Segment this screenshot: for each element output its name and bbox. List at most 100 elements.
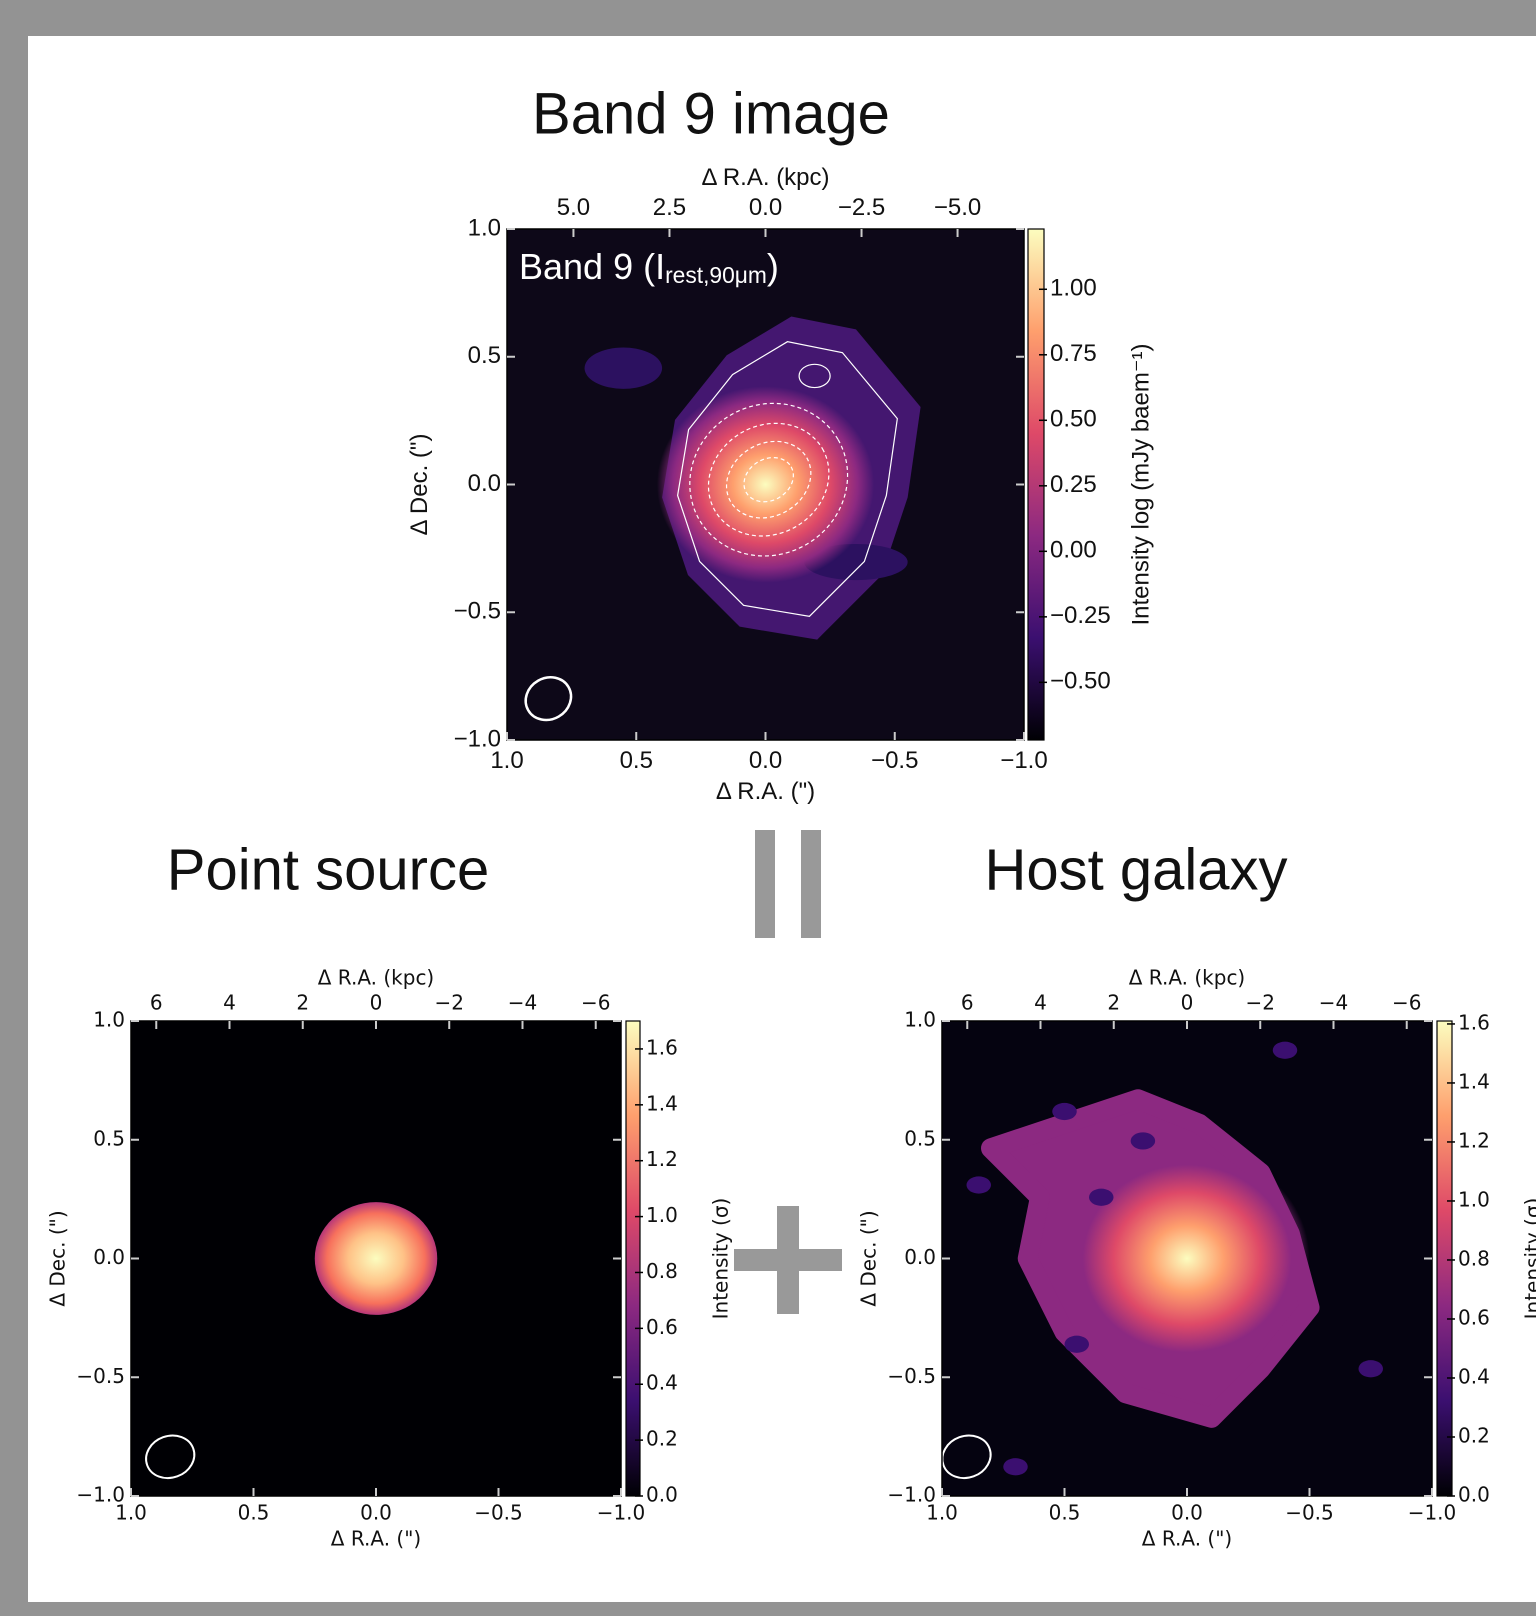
colorbar-tick-label: 1.0 bbox=[1458, 1187, 1490, 1211]
x-tick-label: 0.5 bbox=[238, 1501, 270, 1525]
colorbar-tick-label: 1.6 bbox=[646, 1035, 678, 1059]
colorbar-tick-label: 0.50 bbox=[1050, 406, 1097, 433]
colorbar-tick-label: 0.75 bbox=[1050, 340, 1097, 367]
beam bbox=[145, 1434, 196, 1480]
colorbar-label: Intensity log (mJy baem⁻¹) bbox=[1128, 343, 1155, 625]
colorbar-tick-label: −0.25 bbox=[1050, 602, 1111, 629]
x-axis-label: Δ R.A. (") bbox=[716, 778, 815, 805]
contour bbox=[725, 440, 812, 519]
emission bbox=[1130, 1132, 1156, 1150]
y-tick-label: −1.0 bbox=[76, 1483, 125, 1507]
contour bbox=[676, 341, 898, 617]
colorbar-tick-label: 1.2 bbox=[646, 1147, 678, 1171]
contour bbox=[743, 456, 794, 503]
x2-tick-label: −2.5 bbox=[838, 194, 885, 221]
colorbar-tick-label: 0.6 bbox=[1458, 1305, 1490, 1329]
y-tick-label: −0.5 bbox=[454, 598, 501, 625]
x-tick-label: −0.5 bbox=[871, 747, 918, 774]
y-tick-label: −1.0 bbox=[887, 1483, 936, 1507]
colorbar bbox=[1027, 228, 1045, 741]
x2-tick-label: 5.0 bbox=[557, 194, 590, 221]
y-axis-label: Δ Dec. (") bbox=[857, 1210, 881, 1306]
emission bbox=[1358, 1360, 1383, 1378]
beam bbox=[524, 676, 573, 722]
x2-tick-label: 6 bbox=[961, 991, 974, 1015]
x-tick-label: 0.5 bbox=[620, 747, 653, 774]
y-tick-label: −0.5 bbox=[76, 1364, 125, 1388]
y-tick-label: 1.0 bbox=[93, 1008, 125, 1032]
x-tick-label: −0.5 bbox=[1285, 1501, 1334, 1525]
x-tick-label: 0.0 bbox=[1171, 1501, 1203, 1525]
colorbar-tick-label: 0.0 bbox=[1458, 1483, 1490, 1507]
x2-tick-label: 0.0 bbox=[749, 194, 782, 221]
contour bbox=[689, 402, 849, 557]
emission bbox=[966, 1176, 991, 1194]
colorbar-tick-label: 0.6 bbox=[646, 1315, 678, 1339]
x2-tick-label: 2 bbox=[1107, 991, 1120, 1015]
x-tick-label: 1.0 bbox=[115, 1501, 147, 1525]
equal-sign bbox=[801, 830, 821, 938]
x2-tick-label: 2.5 bbox=[653, 194, 686, 221]
emission-core bbox=[1064, 1148, 1310, 1369]
colorbar-tick-label: 0.8 bbox=[646, 1259, 678, 1283]
x-tick-label: −1.0 bbox=[597, 1501, 646, 1525]
x-axis-label: Δ R.A. (") bbox=[1142, 1527, 1232, 1551]
annotation-subscript: rest,90μm bbox=[665, 262, 767, 288]
plus-sign bbox=[734, 1249, 842, 1271]
y-axis-label: Δ Dec. (") bbox=[46, 1210, 70, 1306]
x2-axis-label: Δ R.A. (kpc) bbox=[318, 966, 435, 990]
panel-title: Band 9 image bbox=[532, 81, 890, 146]
colorbar-tick-label: 1.0 bbox=[646, 1203, 678, 1227]
y-tick-label: 0.5 bbox=[93, 1126, 125, 1150]
x2-tick-label: 2 bbox=[296, 991, 309, 1015]
contour bbox=[798, 363, 831, 389]
x2-axis-label: Δ R.A. (kpc) bbox=[701, 164, 829, 191]
colorbar-tick-label: 0.8 bbox=[1458, 1246, 1490, 1270]
colorbar-tick-label: 1.4 bbox=[646, 1091, 678, 1115]
emission bbox=[1272, 1041, 1298, 1059]
annotation-text: Band 9 (I bbox=[519, 246, 665, 287]
y-tick-label: 1.0 bbox=[468, 214, 501, 241]
colorbar-tick-label: 1.2 bbox=[1458, 1128, 1490, 1152]
x-tick-label: −0.5 bbox=[474, 1501, 523, 1525]
x2-tick-label: −6 bbox=[581, 991, 610, 1015]
colorbar-tick-label: −0.50 bbox=[1050, 668, 1111, 695]
colorbar-tick-label: 1.00 bbox=[1050, 275, 1097, 302]
colorbar-label: Intensity (σ) bbox=[1521, 1198, 1536, 1320]
emission bbox=[1052, 1102, 1077, 1121]
annotation: Band 9 (Irest,90μm) bbox=[519, 246, 779, 289]
contour bbox=[707, 422, 830, 537]
x-tick-label: −1.0 bbox=[1408, 1501, 1457, 1525]
x2-tick-label: 0 bbox=[370, 991, 383, 1015]
emission bbox=[1089, 1188, 1114, 1206]
y-tick-label: 0.0 bbox=[468, 470, 501, 497]
y-tick-label: 0.0 bbox=[904, 1245, 936, 1269]
x2-tick-label: −4 bbox=[1319, 991, 1348, 1015]
y-tick-label: 0.5 bbox=[904, 1126, 936, 1150]
y-tick-label: 0.0 bbox=[93, 1245, 125, 1269]
y-tick-label: −0.5 bbox=[887, 1364, 936, 1388]
equal-sign bbox=[755, 830, 775, 938]
x-tick-label: −1.0 bbox=[1000, 747, 1047, 774]
y-tick-label: −1.0 bbox=[454, 725, 501, 752]
panel-title: Host galaxy bbox=[984, 837, 1287, 902]
x2-tick-label: −2 bbox=[1246, 991, 1275, 1015]
x-tick-label: 1.0 bbox=[926, 1501, 958, 1525]
x-tick-label: 0.5 bbox=[1049, 1501, 1081, 1525]
emission bbox=[1064, 1335, 1089, 1353]
colorbar-tick-label: 0.4 bbox=[646, 1371, 678, 1395]
colorbar-tick-label: 0.0 bbox=[646, 1483, 678, 1507]
emission bbox=[1003, 1458, 1028, 1476]
colorbar-tick-label: 0.25 bbox=[1050, 471, 1097, 498]
x-tick-label: 1.0 bbox=[490, 747, 523, 774]
x-tick-label: 0.0 bbox=[749, 747, 782, 774]
x2-tick-label: −4 bbox=[508, 991, 537, 1015]
emission-core bbox=[656, 386, 875, 583]
y-tick-label: 0.5 bbox=[468, 342, 501, 369]
x2-tick-label: 4 bbox=[223, 991, 236, 1015]
colorbar-tick-label: 1.4 bbox=[1458, 1069, 1490, 1093]
y-axis-label: Δ Dec. (") bbox=[406, 434, 433, 536]
colorbar-tick-label: 1.6 bbox=[1458, 1010, 1490, 1034]
colorbar bbox=[625, 1020, 641, 1497]
